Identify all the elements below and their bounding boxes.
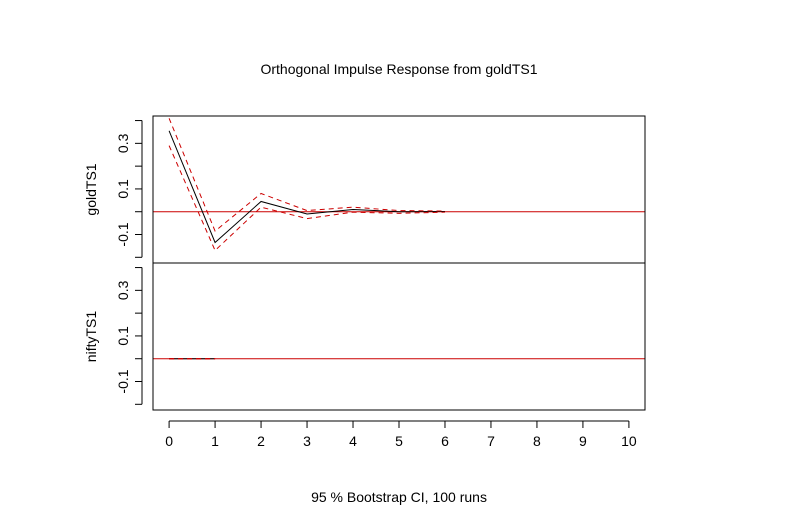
chart-title: Orthogonal Impulse Response from goldTS1 bbox=[260, 61, 537, 77]
x-tick-label: 7 bbox=[487, 433, 495, 449]
niftyTS1-y-tick-label: 0.3 bbox=[115, 280, 131, 300]
x-axis-label: 95 % Bootstrap CI, 100 runs bbox=[311, 489, 487, 505]
x-tick-label: 6 bbox=[441, 433, 449, 449]
x-tick-label: 2 bbox=[257, 433, 265, 449]
x-tick-label: 9 bbox=[579, 433, 587, 449]
x-tick-label: 0 bbox=[165, 433, 173, 449]
goldTS1-y-label: goldTS1 bbox=[83, 163, 99, 215]
x-axis: 0 1 2 3 4 5 6 7 8 9 10 bbox=[165, 420, 637, 449]
goldTS1-ci-lower-line bbox=[168, 145, 445, 252]
niftyTS1-y-label: niftyTS1 bbox=[83, 311, 99, 363]
x-tick-label: 8 bbox=[533, 433, 541, 449]
panel-niftyTS1: -0.1 0.1 0.3 niftyTS1 bbox=[83, 267, 645, 405]
x-tick-label: 5 bbox=[395, 433, 403, 449]
goldTS1-y-tick-label: 0.1 bbox=[115, 179, 131, 199]
x-tick-label: 3 bbox=[303, 433, 311, 449]
panel-goldTS1: -0.1 0.1 0.3 goldTS1 bbox=[83, 118, 645, 258]
goldTS1-y-tick-label: 0.3 bbox=[115, 133, 131, 153]
x-tick-label: 10 bbox=[621, 433, 637, 449]
goldTS1-response-line bbox=[168, 130, 445, 244]
x-tick-label: 1 bbox=[211, 433, 219, 449]
goldTS1-y-tick-label: -0.1 bbox=[115, 222, 131, 246]
niftyTS1-y-tick-label: 0.1 bbox=[115, 326, 131, 346]
x-tick-label: 4 bbox=[349, 433, 357, 449]
niftyTS1-y-tick-label: -0.1 bbox=[115, 369, 131, 393]
goldTS1-ci-upper-line bbox=[168, 118, 445, 232]
